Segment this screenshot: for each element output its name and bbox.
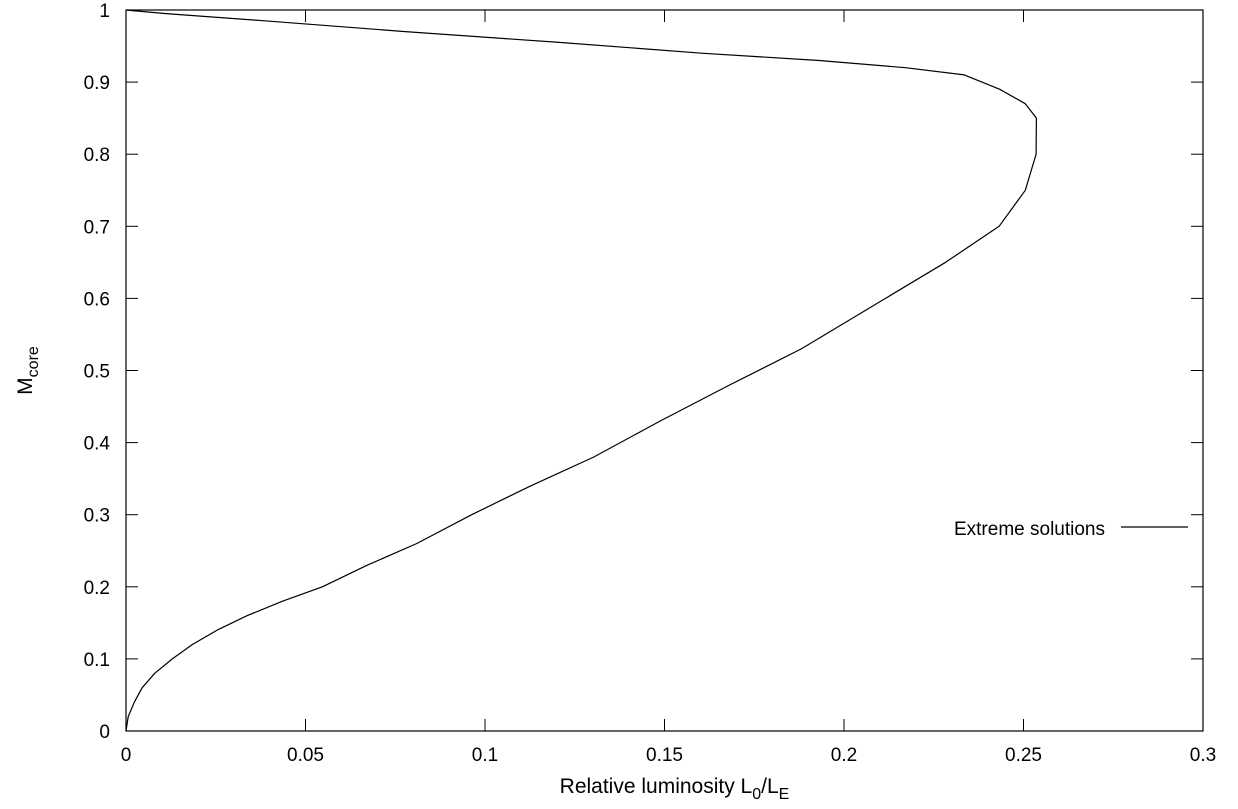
y-tick-label: 0.2 — [84, 578, 110, 599]
y-tick-label: 0.9 — [84, 73, 110, 94]
x-axis-title-sub2: E — [779, 786, 790, 803]
x-axis-title-mid: /L — [761, 775, 779, 798]
y-axis-title: Mcore — [14, 346, 42, 395]
x-tick-label: 0.2 — [831, 745, 857, 766]
ticks-layer — [125, 9, 1204, 732]
x-tick-label: 0.25 — [1005, 745, 1042, 766]
y-tick-label: 0.3 — [84, 506, 110, 527]
y-tick-label: 0.1 — [84, 650, 110, 671]
y-tick-label: 0.5 — [84, 362, 110, 383]
y-tick-label: 0.8 — [84, 145, 110, 166]
y-tick-label: 1 — [99, 1, 110, 22]
plot-frame — [125, 9, 1204, 732]
y-axis-title-sub: core — [25, 346, 42, 377]
x-tick-label: 0 — [121, 745, 132, 766]
legend: Extreme solutions — [954, 519, 1188, 540]
legend-label: Extreme solutions — [954, 519, 1105, 540]
tick-labels-layer: 0 0.05 0.1 0.15 0.2 0.25 0.3 0 0.1 0.2 0.3 0.4 0.5 0.… — [84, 1, 1217, 766]
y-tick-label: 0.6 — [84, 289, 110, 310]
x-tick-label: 0.3 — [1190, 745, 1216, 766]
series-line — [125, 9, 1038, 732]
series-layer — [125, 9, 1038, 732]
x-axis-title: Relative luminosity L0/LE — [560, 775, 790, 803]
y-axis-title-main: M — [14, 377, 37, 395]
x-axis-title-main: Relative luminosity L — [560, 775, 753, 798]
y-tick-label: 0.4 — [84, 434, 111, 455]
x-tick-label: 0.05 — [287, 745, 324, 766]
x-axis-title-sub1: 0 — [752, 786, 761, 803]
x-tick-label: 0.15 — [646, 745, 683, 766]
y-tick-label: 0.7 — [84, 217, 110, 238]
y-tick-label: 0 — [99, 722, 110, 743]
x-tick-label: 0.1 — [472, 745, 498, 766]
